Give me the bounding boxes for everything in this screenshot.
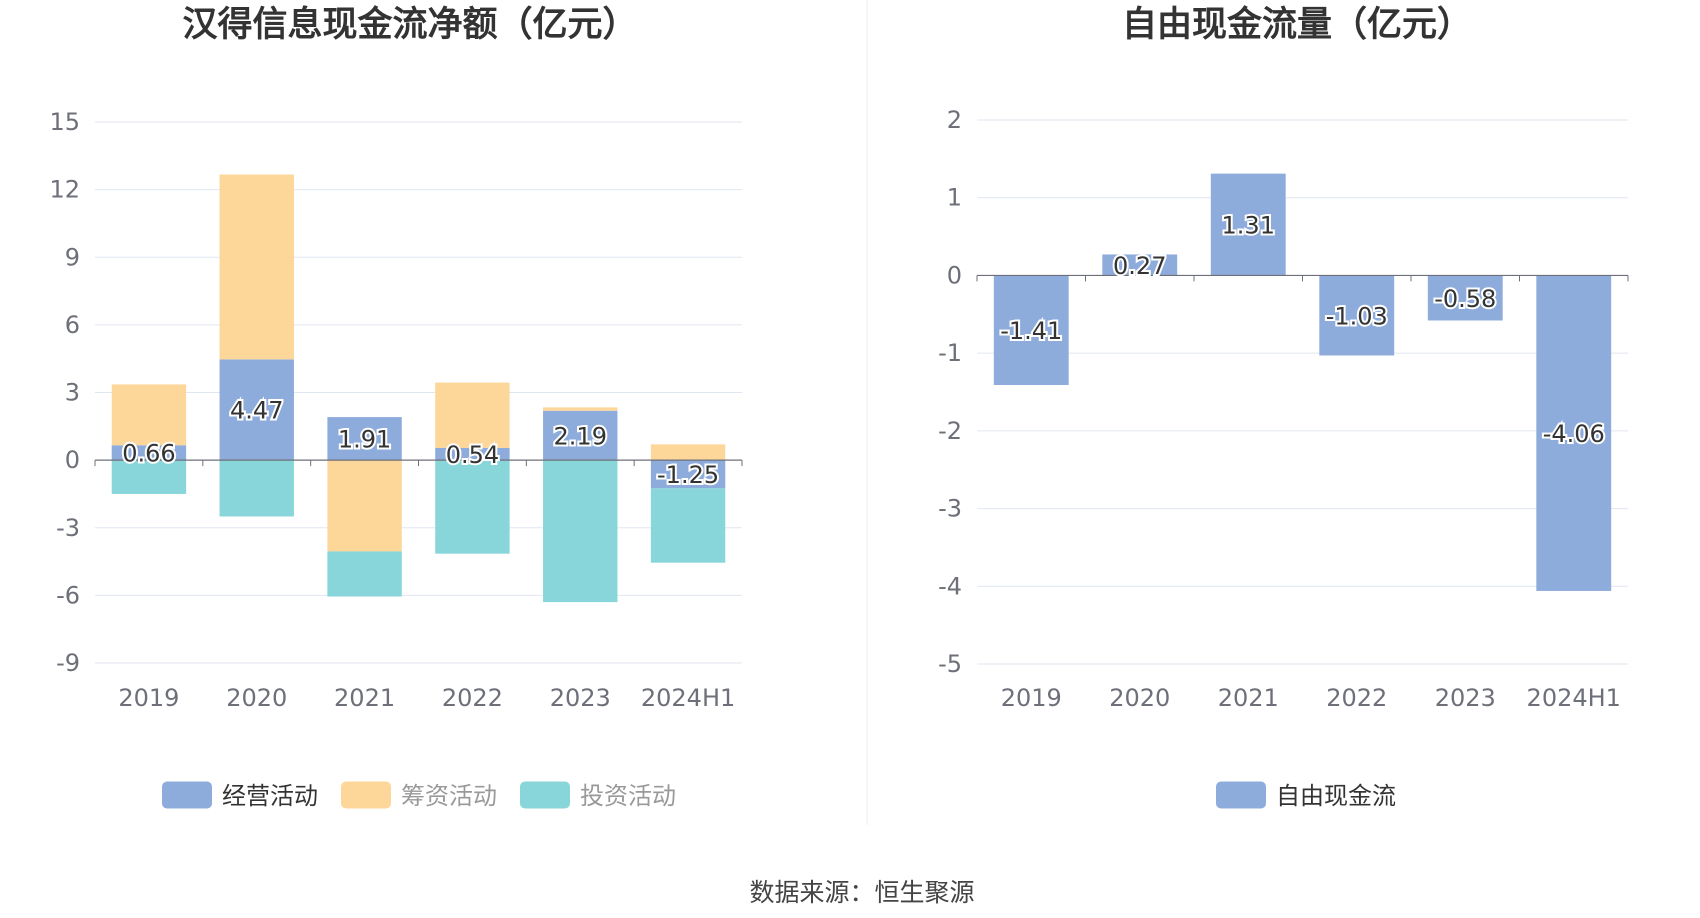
- bar: [435, 382, 510, 448]
- legend-label[interactable]: 经营活动: [222, 782, 318, 810]
- chart-title: 自由现金流量（亿元）: [1122, 4, 1472, 45]
- data-label: -1.03: [1326, 302, 1388, 330]
- bar: [219, 460, 294, 517]
- bar: [1536, 275, 1612, 591]
- data-label: -0.58: [1434, 285, 1496, 313]
- y-tick-label: -4: [938, 572, 962, 600]
- bar: [435, 460, 510, 554]
- x-tick-label: 2021: [334, 684, 395, 712]
- bar: [1102, 254, 1178, 276]
- x-tick-label: 2022: [1326, 684, 1387, 712]
- y-tick-label: 12: [49, 176, 80, 204]
- y-tick-label: -2: [938, 417, 962, 445]
- legend-swatch[interactable]: [341, 781, 391, 809]
- legend-label[interactable]: 筹资活动: [401, 782, 497, 810]
- bar: [543, 460, 618, 603]
- y-tick-label: -1: [938, 339, 962, 367]
- data-label: 0.27: [1113, 252, 1166, 280]
- legend-swatch[interactable]: [1216, 781, 1266, 809]
- legend-label[interactable]: 自由现金流: [1276, 782, 1396, 810]
- data-label: 1.31: [1222, 212, 1275, 240]
- bar: [650, 488, 726, 563]
- free-cash-flow-chart: 自由现金流量（亿元） 2 1 0 -1 -2 -3 -4 -5 2019 2020 2021 2022…: [938, 4, 1629, 810]
- bar: [1427, 275, 1503, 321]
- y-tick-label: -6: [56, 581, 80, 609]
- bar: [650, 460, 726, 489]
- bar: [111, 460, 187, 494]
- x-tick-label: 2022: [442, 684, 503, 712]
- bar: [327, 417, 402, 461]
- y-tick-label: 3: [65, 379, 80, 407]
- cash-flow-net-chart: 汉得信息现金流净额（亿元） 15 12 9 6 3 0 -3 -6 -9 2019 2020 2021…: [49, 4, 743, 810]
- y-tick-label: 0: [65, 446, 80, 474]
- data-label: -4.06: [1543, 420, 1605, 448]
- data-label: 0.54: [446, 441, 499, 469]
- data-label: 0.66: [122, 440, 175, 468]
- bar: [327, 460, 402, 552]
- legend-swatch[interactable]: [162, 781, 212, 809]
- y-tick-label: -3: [56, 514, 80, 542]
- chart-title: 汉得信息现金流净额（亿元）: [182, 4, 637, 45]
- bar: [435, 447, 510, 461]
- y-tick-label: 0: [947, 261, 962, 289]
- x-tick-label: 2019: [1001, 684, 1062, 712]
- y-tick-label: 1: [947, 184, 962, 212]
- x-tick-label: 2019: [118, 684, 179, 712]
- data-label: -1.25: [657, 461, 719, 489]
- data-label: -1.41: [1000, 317, 1062, 345]
- y-tick-label: -5: [938, 650, 962, 678]
- bar: [993, 275, 1069, 386]
- data-label: 1.91: [338, 426, 391, 454]
- x-tick-label: 2023: [1435, 684, 1496, 712]
- x-tick-label: 2024H1: [641, 684, 735, 712]
- y-tick-label: -9: [56, 649, 80, 677]
- bar: [111, 445, 187, 461]
- bar: [1319, 275, 1395, 356]
- bar: [111, 384, 187, 446]
- y-tick-label: 6: [65, 311, 80, 339]
- data-label: 2.19: [554, 422, 607, 450]
- source-note: 数据来源：恒生聚源: [749, 878, 974, 907]
- bar: [327, 551, 402, 597]
- bar: [1210, 173, 1286, 276]
- bar: [219, 174, 294, 360]
- y-tick-label: 9: [65, 243, 80, 271]
- x-tick-label: 2023: [550, 684, 611, 712]
- data-label: 4.47: [230, 397, 283, 425]
- y-tick-label: 15: [49, 108, 80, 136]
- legend-swatch[interactable]: [520, 781, 570, 809]
- bar: [543, 407, 618, 411]
- bar: [543, 410, 618, 461]
- x-tick-label: 2024H1: [1527, 684, 1621, 712]
- bar: [650, 444, 726, 461]
- legend-label[interactable]: 投资活动: [580, 782, 676, 810]
- bar: [219, 359, 294, 461]
- x-tick-label: 2020: [226, 684, 287, 712]
- y-tick-label: -3: [938, 495, 962, 523]
- x-tick-label: 2020: [1109, 684, 1170, 712]
- y-tick-label: 2: [947, 106, 962, 134]
- x-tick-label: 2021: [1218, 684, 1279, 712]
